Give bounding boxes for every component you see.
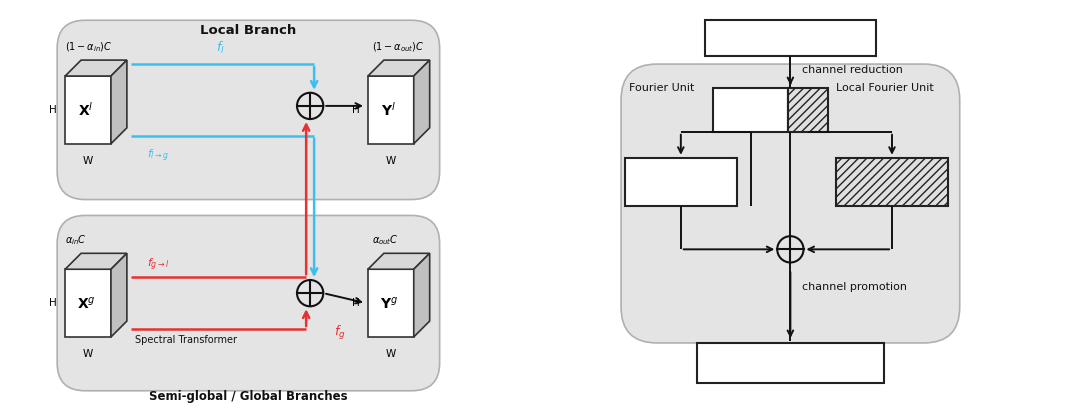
- Text: W: W: [386, 349, 396, 359]
- Bar: [788, 88, 828, 132]
- Polygon shape: [111, 253, 126, 337]
- Text: $\mathbf{Y}^l$: $\mathbf{Y}^l$: [381, 101, 396, 119]
- Text: $(1-\alpha_{in})C$: $(1-\alpha_{in})C$: [65, 41, 112, 54]
- Text: Spectral Transformer: Spectral Transformer: [135, 335, 237, 345]
- Bar: [705, 20, 876, 56]
- Text: H: H: [352, 298, 360, 308]
- Text: Local Fourier Unit: Local Fourier Unit: [836, 83, 934, 93]
- Text: W: W: [83, 349, 93, 359]
- Polygon shape: [414, 60, 430, 144]
- FancyBboxPatch shape: [57, 20, 440, 200]
- Polygon shape: [414, 253, 430, 337]
- Text: $\alpha_{out}C$: $\alpha_{out}C$: [372, 234, 399, 247]
- FancyBboxPatch shape: [57, 215, 440, 391]
- Polygon shape: [65, 60, 126, 76]
- Bar: [697, 343, 885, 383]
- FancyBboxPatch shape: [621, 64, 960, 343]
- Polygon shape: [65, 76, 111, 144]
- Text: $\mathbf{Y}^g$: $\mathbf{Y}^g$: [380, 295, 397, 311]
- Text: $f_g$: $f_g$: [334, 324, 346, 342]
- Text: $\mathbf{X}^l$: $\mathbf{X}^l$: [79, 101, 94, 119]
- Text: W: W: [386, 156, 396, 166]
- Text: $f_{l\rightarrow g}$: $f_{l\rightarrow g}$: [147, 148, 170, 164]
- Text: Fourier Unit: Fourier Unit: [629, 83, 694, 93]
- Polygon shape: [368, 60, 430, 76]
- Text: H: H: [352, 105, 360, 115]
- Text: $\mathbf{X}^g$: $\mathbf{X}^g$: [77, 295, 95, 311]
- Polygon shape: [368, 253, 430, 269]
- Bar: [836, 158, 948, 205]
- Text: $f_{g\rightarrow l}$: $f_{g\rightarrow l}$: [147, 257, 170, 273]
- Polygon shape: [368, 269, 414, 337]
- Polygon shape: [65, 269, 111, 337]
- Bar: [625, 158, 737, 205]
- Text: W: W: [83, 156, 93, 166]
- Bar: [713, 88, 788, 132]
- Text: Local Branch: Local Branch: [200, 24, 297, 37]
- Text: $\alpha_{in}C$: $\alpha_{in}C$: [65, 234, 86, 247]
- Text: channel reduction: channel reduction: [802, 65, 903, 75]
- Text: $f_l$: $f_l$: [216, 40, 225, 56]
- Polygon shape: [65, 253, 126, 269]
- Text: channel promotion: channel promotion: [802, 282, 907, 292]
- Polygon shape: [111, 60, 126, 144]
- Polygon shape: [368, 76, 414, 144]
- Text: Semi-global / Global Branches: Semi-global / Global Branches: [149, 390, 348, 403]
- Text: H: H: [50, 105, 57, 115]
- Text: $(1-\alpha_{out})C$: $(1-\alpha_{out})C$: [372, 41, 424, 54]
- Text: H: H: [50, 298, 57, 308]
